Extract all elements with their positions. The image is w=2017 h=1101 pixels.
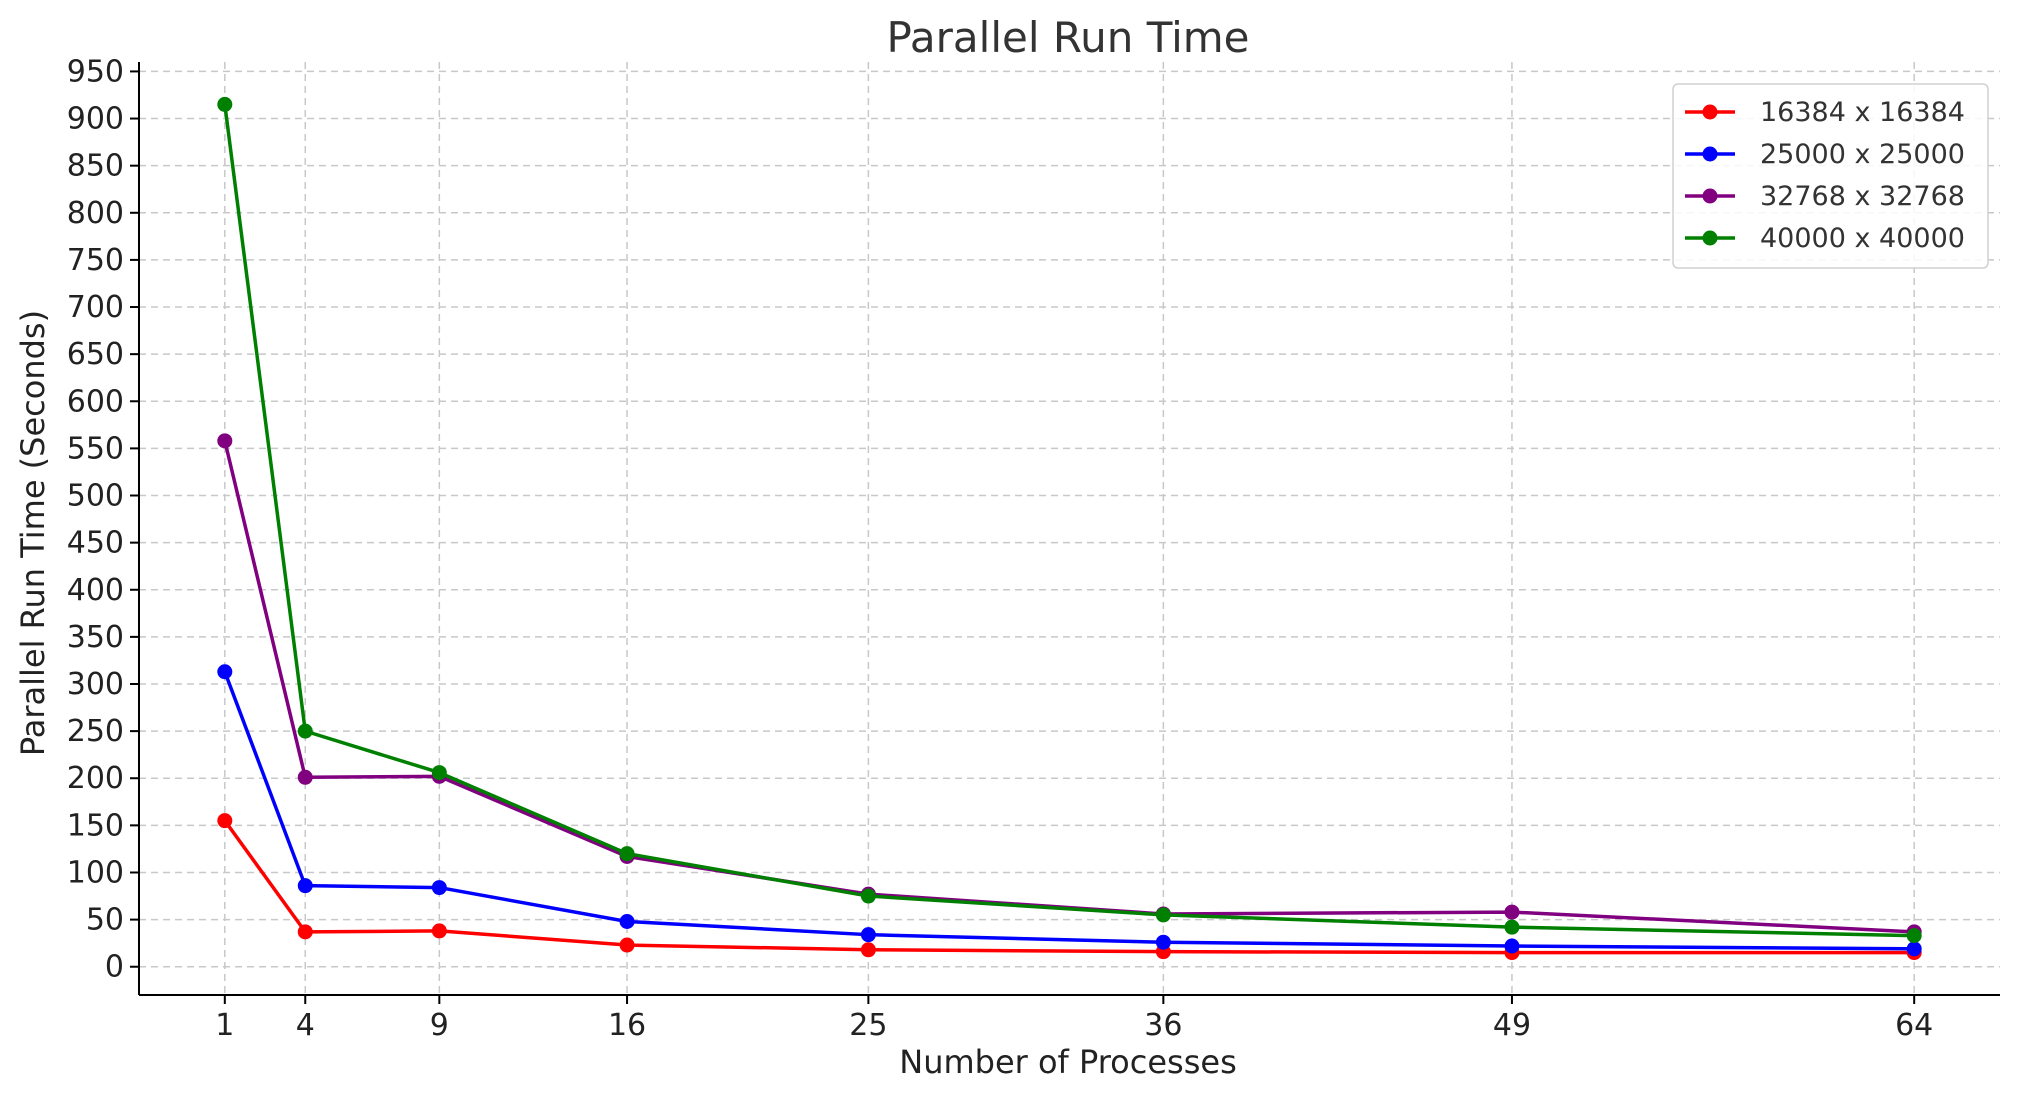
data-point [297, 769, 313, 785]
legend-label: 40000 x 40000 [1760, 223, 1965, 254]
series-line [223, 819, 1915, 955]
data-point [619, 937, 635, 953]
series-3 [217, 96, 1922, 944]
series-1 [217, 664, 1922, 957]
data-point [431, 880, 447, 896]
x-axis-label: Number of Processes [899, 1043, 1236, 1081]
x-tick-label: 1 [215, 1008, 234, 1043]
data-point [217, 813, 233, 829]
legend-box [1672, 83, 1989, 269]
data-point [1504, 938, 1520, 954]
legend-label: 16384 x 16384 [1760, 97, 1965, 128]
data-point [217, 433, 233, 449]
legend-item-1: 25000 x 25000 [1685, 139, 1965, 170]
legend-marker [1702, 188, 1718, 204]
data-series [217, 96, 1922, 961]
data-point [1906, 941, 1922, 957]
data-point [1504, 919, 1520, 935]
legend-marker [1702, 104, 1718, 120]
y-tick-label: 300 [67, 667, 124, 702]
legend-label: 25000 x 25000 [1760, 139, 1965, 170]
data-point [619, 913, 635, 929]
legend-marker [1702, 230, 1718, 246]
x-tick-label: 9 [430, 1008, 449, 1043]
y-tick-label: 400 [67, 573, 124, 608]
chart-title: Parallel Run Time [886, 13, 1249, 62]
data-point [297, 723, 313, 739]
x-tick-label: 64 [1895, 1008, 1933, 1043]
data-point [860, 888, 876, 904]
data-point [860, 942, 876, 958]
y-tick-label: 950 [67, 54, 124, 89]
data-point [431, 923, 447, 939]
y-tick-label: 50 [86, 903, 124, 938]
legend: 16384 x 16384 25000 x 25000 32768 x 32768 4… [1672, 83, 1989, 269]
legend-item-3: 40000 x 40000 [1685, 223, 1965, 254]
y-tick-label: 850 [67, 149, 124, 184]
data-point [297, 924, 313, 940]
y-tick-label: 150 [67, 808, 124, 843]
y-tick-label: 250 [67, 714, 124, 749]
y-tick-label: 0 [105, 950, 124, 985]
tick-labels: 1 4 9 16 25 36 49 64050100150200250300350400450… [67, 54, 1934, 1043]
legend-marker [1702, 146, 1718, 162]
y-tick-label: 650 [67, 337, 124, 372]
y-tick-label: 200 [67, 761, 124, 796]
y-tick-label: 800 [67, 196, 124, 231]
x-tick-label: 36 [1144, 1008, 1182, 1043]
data-point [1906, 928, 1922, 944]
y-tick-label: 350 [67, 620, 124, 655]
y-tick-label: 700 [67, 290, 124, 325]
data-point [1155, 907, 1171, 923]
x-tick-label: 25 [849, 1008, 887, 1043]
data-point [619, 846, 635, 862]
data-point [297, 878, 313, 894]
axes [138, 62, 2000, 996]
y-tick-label: 750 [67, 243, 124, 278]
x-tick-label: 16 [608, 1008, 646, 1043]
data-point [431, 765, 447, 781]
y-tick-label: 550 [67, 431, 124, 466]
y-tick-label: 100 [67, 855, 124, 890]
data-point [860, 927, 876, 943]
data-point [217, 664, 233, 680]
data-point [1504, 904, 1520, 920]
legend-item-2: 32768 x 32768 [1685, 181, 1965, 212]
legend-item-0: 16384 x 16384 [1685, 97, 1965, 128]
y-tick-label: 500 [67, 479, 124, 514]
series-line [223, 671, 1915, 951]
y-tick-label: 600 [67, 384, 124, 419]
x-tick-label: 4 [296, 1008, 315, 1043]
x-tick-label: 49 [1493, 1008, 1531, 1043]
data-point [1155, 934, 1171, 950]
series-line [223, 104, 1915, 938]
y-axis-label: Parallel Run Time (Seconds) [14, 310, 52, 756]
data-point [217, 96, 233, 112]
y-tick-label: 450 [67, 526, 124, 561]
legend-label: 32768 x 32768 [1760, 181, 1965, 212]
y-tick-label: 900 [67, 102, 124, 137]
